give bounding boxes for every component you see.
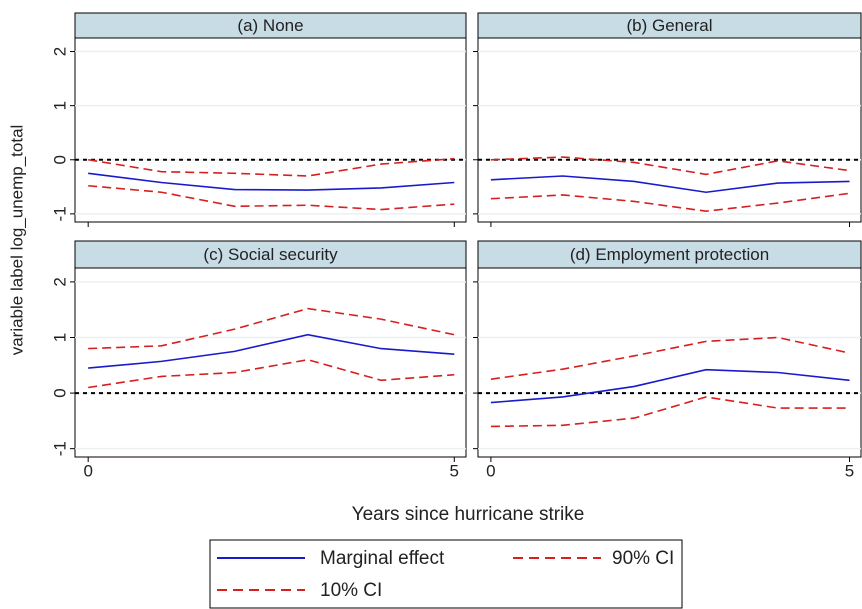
panel-header [74,240,467,269]
series-line [88,184,455,211]
panel-header [74,12,467,39]
y-tick-label: 2 [50,277,69,286]
series-line [88,307,455,350]
legend-box [209,539,683,609]
series-line [88,157,455,177]
panel-header [477,240,862,269]
y-tick-label: 1 [50,101,69,110]
series-line [490,336,850,380]
legend-label: 90% CI [612,548,674,569]
panel-title: (c) Social security [203,245,338,264]
x-tick-label: 5 [450,461,459,480]
y-tick-label: 0 [50,388,69,397]
series-line [490,192,850,212]
y-tick-label: 1 [50,333,69,342]
x-axis-label: Years since hurricane strike [352,504,585,525]
plot-area [477,267,862,458]
x-tick-label: 0 [486,461,495,480]
plot-area [477,37,862,223]
panel-title: (b) General [627,16,713,35]
y-axis-label: variable label log_unemp_total [7,125,26,356]
x-tick-label: 0 [83,461,92,480]
legend-label: Marginal effect [320,548,445,569]
series-line [490,156,850,176]
series-line [490,396,850,428]
panel-title: (d) Employment protection [570,245,769,264]
y-tick-label: -1 [50,441,69,456]
y-tick-label: 2 [50,47,69,56]
panel-header [477,12,862,39]
legend-label: 10% CI [320,580,382,601]
x-tick-label: 5 [845,461,854,480]
plot-area [74,37,467,223]
series-line [490,368,850,404]
plot-area [74,267,467,458]
series-line [490,175,850,194]
series-line [88,358,455,389]
series-line [88,333,455,369]
y-tick-label: -1 [50,206,69,221]
panel-title: (a) None [237,16,303,35]
y-tick-label: 0 [50,155,69,164]
series-line [88,172,455,191]
